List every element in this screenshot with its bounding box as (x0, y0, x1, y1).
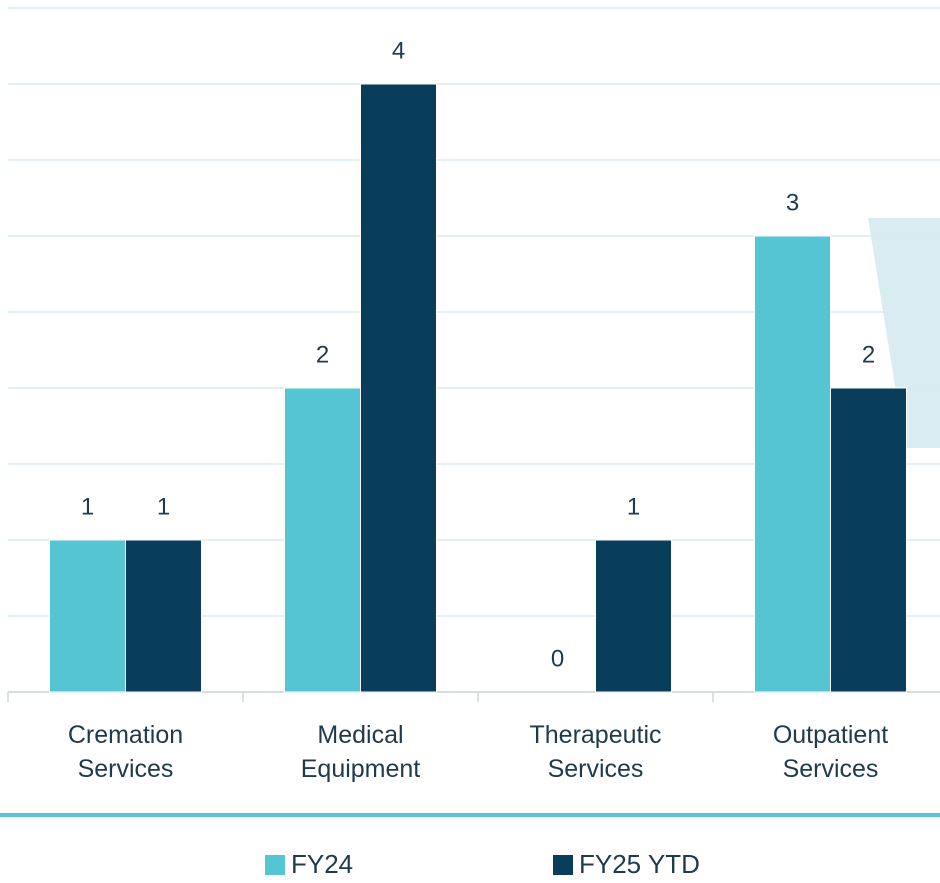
x-tick-label: Medical Equipment (300, 721, 421, 783)
bar (284, 387, 361, 693)
data-label: 1 (81, 493, 94, 520)
data-label: 1 (157, 493, 170, 520)
bar (125, 539, 202, 693)
legend-swatch (553, 855, 573, 875)
decoration (868, 218, 940, 448)
data-label: 4 (392, 37, 405, 64)
bar (830, 387, 907, 693)
data-label: 1 (627, 493, 640, 520)
x-tick-label: Therapeutic Services (529, 721, 662, 783)
bar (754, 235, 831, 693)
x-tick-label: Cremation Services (67, 721, 184, 783)
data-label: 0 (551, 645, 564, 672)
bar (49, 539, 126, 693)
x-tick-label: Outpatient Services (772, 721, 889, 783)
legend-label: FY24 (291, 849, 353, 879)
bar (360, 83, 437, 693)
data-label: 2 (316, 341, 329, 368)
data-label: 2 (862, 341, 875, 368)
data-label: 3 (786, 189, 799, 216)
legend-swatch (265, 855, 285, 875)
bar (595, 539, 672, 693)
legend-label: FY25 YTD (579, 849, 700, 879)
